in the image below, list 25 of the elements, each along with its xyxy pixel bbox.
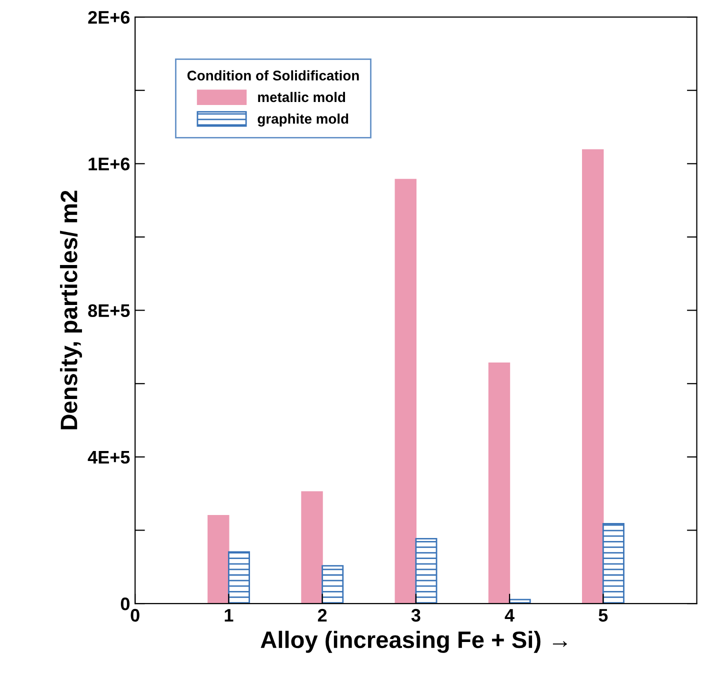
bar [415, 538, 438, 604]
x-tick-label: 1 [224, 609, 234, 622]
x-tick-label: 3 [411, 608, 420, 622]
bar [301, 491, 323, 604]
x-tick-label: 0 [130, 608, 140, 622]
x-tick-label: 4 [504, 609, 514, 622]
y-tick-label: 4E+5 [88, 451, 130, 464]
y-axis-title: Density, particles/ m2 [60, 190, 82, 430]
x-tick-label: 5 [598, 609, 608, 622]
bar [602, 522, 624, 604]
y-tick-label: 2E+6 [88, 10, 130, 24]
bar [322, 565, 344, 604]
legend-label: metallic mold [258, 92, 346, 102]
bar [394, 178, 416, 604]
legend-title: Condition of Solidification [187, 70, 359, 80]
y-tick-label: 8E+5 [88, 304, 130, 318]
bar [488, 362, 510, 604]
bar [228, 551, 250, 604]
bar [582, 149, 604, 604]
legend-label: graphite mold [258, 114, 348, 127]
y-tick-label: 1E+6 [88, 158, 130, 170]
y-tick-label: 0 [120, 598, 130, 610]
bar [208, 515, 230, 604]
x-axis-title: Alloy (increasing Fe + Si) → [260, 630, 567, 653]
x-tick-label: 2 [318, 608, 327, 622]
